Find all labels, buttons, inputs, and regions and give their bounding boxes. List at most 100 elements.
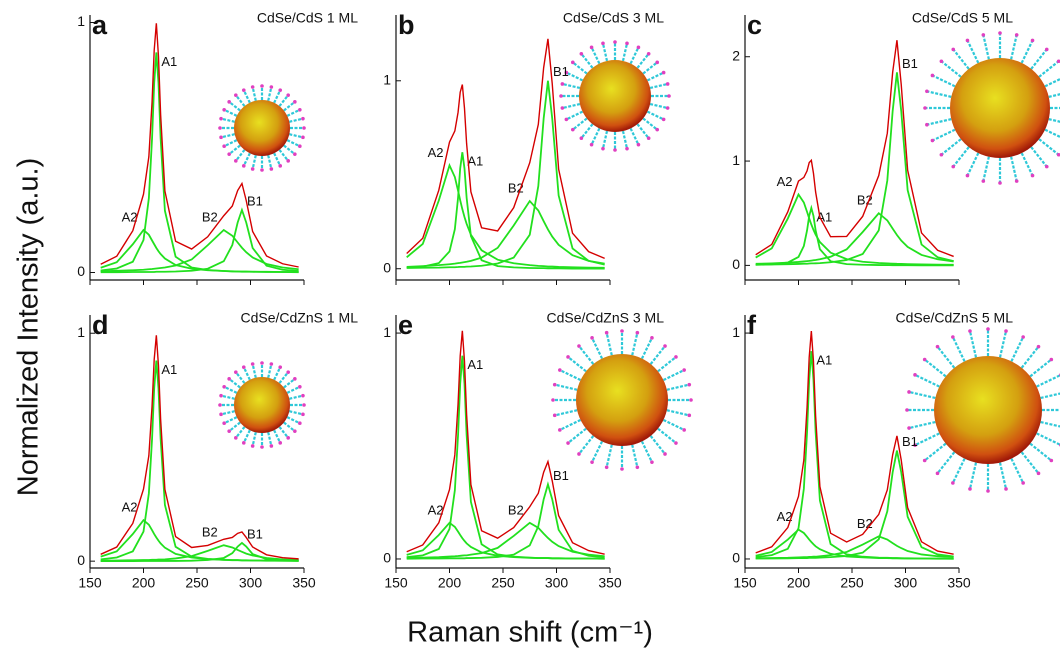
ligand-end	[913, 373, 917, 377]
ligand-end	[1049, 357, 1054, 362]
ligand	[936, 451, 956, 475]
ligand-end	[968, 487, 972, 491]
x-tick-label: 150	[733, 575, 757, 591]
ligand-end	[965, 173, 970, 178]
ligand	[251, 86, 257, 101]
core	[234, 100, 290, 156]
ligand	[242, 89, 251, 104]
ligand-end	[667, 94, 671, 98]
y-tick-label: 1	[732, 152, 740, 168]
ligand-end	[661, 117, 666, 122]
peak-label: A2	[122, 209, 138, 224]
ligand	[621, 43, 629, 62]
component-curve	[100, 541, 299, 563]
ligand	[223, 139, 238, 148]
ligand-end	[564, 117, 569, 122]
ligand	[289, 117, 304, 123]
ligand-end	[589, 142, 594, 147]
ligand	[636, 53, 650, 69]
ligand	[966, 152, 980, 177]
ligand-end	[234, 370, 238, 374]
ligand-end	[260, 84, 264, 88]
ligand-end	[968, 329, 972, 333]
ligand-end	[1021, 481, 1025, 485]
nanoparticle-illustration	[905, 327, 1060, 493]
ligand	[572, 61, 588, 75]
peak-label: A2	[777, 509, 793, 524]
ligand-end	[302, 403, 306, 407]
ligand-end	[278, 88, 283, 92]
y-tick-label: 1	[77, 13, 85, 29]
ligand	[251, 363, 257, 378]
ligand-end	[1004, 329, 1008, 333]
ligand-end	[663, 344, 667, 348]
ligand-end	[590, 460, 594, 464]
ligand	[278, 149, 290, 162]
ligand	[289, 133, 304, 139]
ligand	[590, 46, 601, 65]
ligand-end	[227, 152, 231, 156]
ligand	[220, 133, 235, 139]
peak-label: A1	[816, 209, 832, 224]
ligand	[223, 416, 238, 425]
ligand-end	[925, 89, 929, 94]
x-tick-label: 250	[491, 575, 515, 591]
ligand	[636, 123, 650, 139]
ligand	[580, 123, 594, 139]
ligand	[273, 152, 282, 167]
component-curve	[406, 152, 605, 270]
ligand-end	[293, 100, 297, 104]
ligand	[923, 358, 947, 378]
ligand-end	[250, 85, 255, 89]
ligand	[908, 390, 936, 400]
ligand	[940, 138, 962, 156]
ligand-end	[620, 467, 624, 471]
peak-label: B2	[857, 516, 873, 531]
ligand	[642, 117, 658, 131]
ligand	[562, 82, 581, 90]
peak-label: B2	[202, 209, 218, 224]
ligand-end	[655, 60, 660, 65]
ligand	[591, 440, 604, 463]
ligand	[952, 48, 970, 70]
ligand-end	[234, 436, 238, 440]
ligand-end	[269, 362, 274, 366]
panel-title: CdSe/CdS 3 ML	[563, 10, 664, 26]
ligand	[1038, 60, 1060, 78]
ligand	[267, 86, 273, 101]
ligand	[283, 421, 296, 433]
nanoparticle-illustration	[923, 31, 1060, 185]
ligand	[982, 156, 990, 182]
ligand-end	[298, 421, 302, 426]
peak-label: A1	[467, 357, 483, 372]
ligand	[228, 100, 241, 112]
ligand	[1020, 451, 1040, 475]
y-tick-label: 1	[383, 324, 391, 340]
panel-letter: b	[398, 10, 415, 40]
ligand-end	[625, 41, 629, 46]
ligand	[914, 373, 940, 388]
ligand-end	[222, 107, 226, 112]
ligand-end	[646, 51, 651, 56]
ligand-end	[219, 412, 223, 417]
component-curve	[406, 521, 605, 559]
ligand-end	[951, 481, 955, 485]
ligand-end	[298, 107, 302, 112]
y-tick-label: 1	[383, 71, 391, 87]
ligand	[631, 332, 639, 356]
ligand-end	[566, 441, 570, 445]
ligand-end	[222, 384, 226, 389]
ligand-end	[218, 403, 222, 407]
ligand-end	[913, 443, 917, 447]
ligand-end	[301, 116, 305, 121]
ligand-end	[301, 393, 305, 398]
ligand	[572, 117, 588, 131]
y-tick-label: 0	[732, 256, 740, 272]
ligand	[1020, 152, 1034, 177]
ligand-end	[965, 38, 970, 43]
panel-title: CdSe/CdS 5 ML	[912, 10, 1013, 26]
panel-title: CdSe/CdZnS 1 ML	[241, 310, 359, 326]
ligand-end	[986, 327, 990, 331]
x-tick-label: 350	[947, 575, 971, 591]
x-tick-label: 300	[894, 575, 918, 591]
